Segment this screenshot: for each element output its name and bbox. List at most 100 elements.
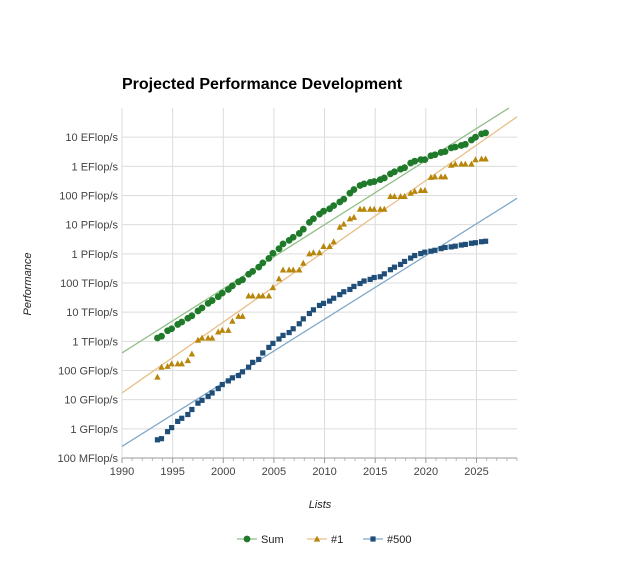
data-point	[330, 238, 337, 245]
data-point	[411, 187, 418, 194]
data-point	[482, 129, 490, 137]
data-point	[295, 230, 303, 237]
data-point	[290, 326, 296, 332]
data-point	[458, 242, 464, 248]
y-tick-label: 1 GFlop/s	[70, 424, 118, 436]
data-point	[356, 205, 364, 212]
x-tick-label: 2025	[464, 466, 488, 478]
data-point	[164, 362, 171, 369]
data-point	[340, 195, 348, 203]
data-point	[360, 180, 368, 188]
data-point	[412, 252, 418, 259]
data-point	[276, 336, 282, 342]
legend-marker	[313, 535, 321, 542]
data-point	[380, 174, 388, 182]
data-point	[472, 156, 479, 163]
data-point	[154, 373, 161, 380]
data-point	[458, 160, 465, 167]
y-tick-label: 1 EFlop/s	[72, 161, 119, 173]
data-point	[397, 261, 404, 268]
y-tick-label: 10 PFlop/s	[65, 220, 118, 232]
data-point	[259, 259, 267, 267]
data-point	[482, 155, 489, 162]
data-point	[300, 259, 307, 266]
data-point	[259, 292, 266, 299]
data-point	[256, 356, 262, 363]
y-axis-ticks: 100 MFlop/s 1 GFlop/s 10 GFlop/s 100 GFlop/…	[57, 132, 118, 465]
data-point	[286, 329, 292, 336]
data-point	[336, 223, 343, 230]
x-tick-label: 2000	[211, 466, 235, 478]
x-axis-ticks: 1990 1995 2000 2005 2010 2015 2020 2025	[110, 466, 489, 478]
data-point	[184, 357, 192, 364]
legend: Sum #1 #500	[237, 534, 411, 546]
data-point	[300, 316, 306, 322]
data-point	[154, 437, 161, 443]
data-point	[478, 155, 485, 162]
data-point	[407, 189, 414, 196]
data-point	[370, 178, 378, 185]
data-point	[397, 193, 404, 200]
x-tick-label: 1995	[160, 466, 184, 478]
data-point	[381, 205, 388, 212]
data-point	[428, 248, 434, 254]
data-point	[310, 215, 317, 223]
data-point	[178, 360, 185, 367]
data-point	[310, 249, 317, 256]
data-point	[188, 312, 196, 320]
data-point	[270, 340, 276, 346]
series-top1	[154, 155, 489, 380]
data-point	[461, 140, 469, 148]
data-point	[199, 397, 205, 403]
data-point	[235, 312, 242, 319]
grid-lines	[121, 108, 518, 463]
data-point	[158, 436, 165, 442]
trend-lines	[122, 107, 518, 447]
data-point	[391, 168, 398, 176]
x-tick-label: 1990	[110, 466, 134, 478]
data-point	[326, 242, 333, 249]
data-point	[452, 160, 459, 167]
data-point	[306, 310, 312, 317]
data-point	[249, 292, 256, 299]
data-point	[250, 359, 256, 365]
data-point	[195, 400, 201, 406]
data-point	[158, 332, 165, 340]
legend-marker	[370, 536, 376, 542]
y-tick-label: 10 TFlop/s	[66, 307, 118, 319]
y-tick-label: 100 PFlop/s	[59, 191, 118, 203]
data-point	[391, 264, 398, 270]
data-point	[215, 328, 222, 335]
trend-line-top500	[122, 197, 518, 447]
data-point	[441, 148, 449, 155]
data-point	[275, 275, 283, 282]
data-point	[462, 160, 469, 167]
data-point	[431, 151, 439, 159]
data-point	[205, 393, 211, 399]
data-point	[289, 266, 297, 273]
data-point	[371, 274, 377, 281]
data-point	[331, 295, 337, 301]
data-point	[360, 205, 368, 212]
data-point	[175, 418, 181, 424]
data-point	[279, 240, 287, 248]
data-point	[417, 186, 424, 193]
data-point	[198, 304, 206, 312]
data-point	[401, 164, 408, 172]
data-point	[174, 360, 181, 367]
x-tick-label: 2015	[363, 466, 387, 478]
data-point	[219, 326, 226, 333]
data-point	[431, 173, 439, 180]
data-point	[472, 240, 479, 246]
data-point	[275, 245, 283, 253]
data-point	[316, 302, 323, 309]
x-tick-label: 2005	[262, 466, 286, 478]
data-point	[381, 271, 387, 277]
data-point	[367, 276, 373, 282]
data-point	[168, 325, 176, 333]
data-point	[441, 173, 449, 180]
data-point	[411, 157, 419, 165]
data-point	[228, 282, 236, 290]
data-point	[437, 173, 445, 180]
y-axis-label: Performance	[22, 253, 34, 316]
